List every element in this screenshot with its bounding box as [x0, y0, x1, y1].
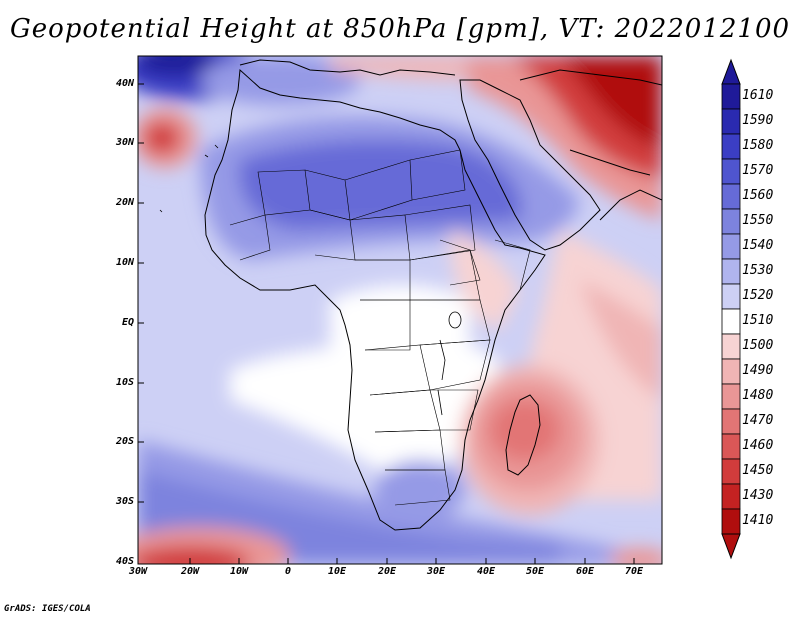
height-field	[138, 56, 662, 564]
lat-label: EQ	[121, 317, 134, 328]
lat-label: 20S	[115, 436, 134, 447]
colorbar-swatch	[721, 308, 741, 335]
colorbar-swatch	[721, 333, 741, 360]
lon-label: 70E	[624, 566, 644, 577]
colorbar-swatch	[721, 158, 741, 185]
colorbar-swatch	[721, 283, 741, 310]
colorbar-label: 1430	[742, 487, 774, 503]
colorbar-label: 1520	[742, 287, 774, 303]
lon-label: 40E	[476, 566, 496, 577]
colorbar-swatch	[721, 408, 741, 435]
colorbar-swatch	[721, 208, 741, 235]
colorbar-swatch	[721, 133, 741, 160]
lon-label: 0	[284, 566, 292, 577]
lon-label: 50E	[525, 566, 545, 577]
axis-ticks	[138, 83, 635, 564]
colorbar-label: 1540	[742, 237, 774, 253]
colorbar-label: 1530	[742, 262, 774, 278]
colorbar-swatch	[721, 433, 741, 460]
lon-label: 20E	[377, 566, 397, 577]
lat-label: 40S	[115, 556, 134, 567]
colorbar-label: 1480	[742, 387, 774, 403]
colorbar-label: 1560	[742, 187, 774, 203]
lat-label: 10N	[115, 257, 134, 268]
colorbar-label: 1500	[742, 337, 774, 353]
colorbar-swatch	[721, 83, 741, 110]
colorbar-label: 1490	[742, 362, 774, 378]
lon-label: 20W	[180, 566, 200, 577]
lat-label: 10S	[115, 377, 134, 388]
colorbar-swatch	[721, 233, 741, 260]
colorbar-swatch	[721, 483, 741, 510]
colorbar-label: 1450	[742, 462, 774, 478]
lat-label: 30N	[115, 137, 134, 148]
colorbar-swatch	[721, 458, 741, 485]
colorbar-label: 1460	[742, 437, 774, 453]
lon-label: 10W	[229, 566, 249, 577]
colorbar-label: 1580	[742, 137, 774, 153]
colorbar-swatch	[721, 383, 741, 410]
colorbar-swatch	[721, 258, 741, 285]
colorbar-swatch	[721, 508, 741, 535]
colorbar-label: 1550	[742, 212, 774, 228]
lat-label: 30S	[115, 496, 134, 507]
colorbar-label: 1510	[742, 312, 774, 328]
map-title: Geopotential Height at 850hPa [gpm], VT:…	[9, 14, 791, 44]
colorbar-label: 1410	[742, 512, 774, 528]
colorbar-arrow-bottom	[721, 533, 741, 560]
colorbar-label: 1470	[742, 412, 774, 428]
colorbar-label: 1610	[742, 87, 774, 103]
lon-label: 30E	[426, 566, 446, 577]
colorbar-swatch	[721, 358, 741, 385]
lat-label: 40N	[115, 78, 134, 89]
colorbar-swatch	[721, 108, 741, 135]
map-frame	[137, 55, 663, 565]
colorbar-arrow-top	[721, 58, 741, 85]
lon-label: 10E	[327, 566, 347, 577]
footer-credit: GrADS: IGES/COLA	[4, 604, 91, 614]
colorbar-label: 1590	[742, 112, 774, 128]
lon-label: 30W	[128, 566, 148, 577]
colorbar	[721, 58, 741, 560]
coastlines	[204, 59, 662, 531]
colorbar-label: 1570	[742, 162, 774, 178]
lon-label: 60E	[575, 566, 595, 577]
colorbar-swatch	[721, 183, 741, 210]
country-borders	[229, 149, 531, 506]
lat-label: 20N	[115, 197, 134, 208]
